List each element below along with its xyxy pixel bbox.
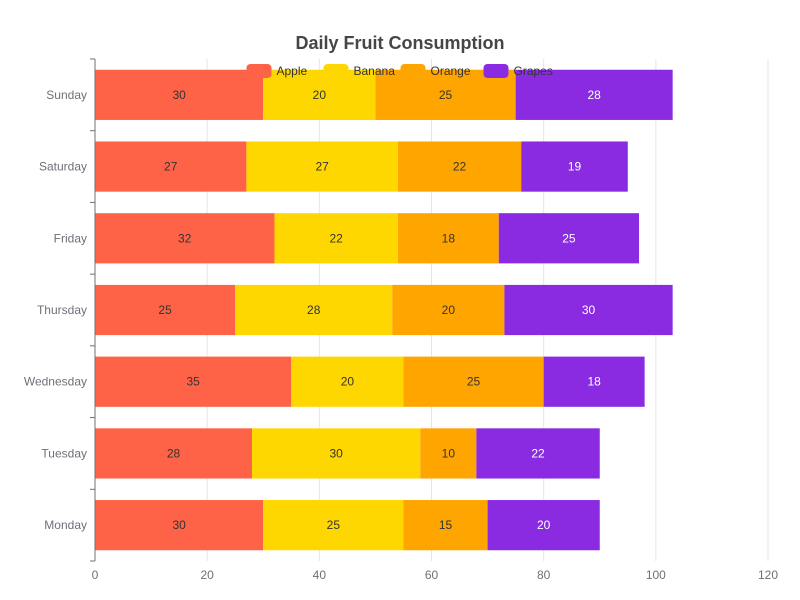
bar-banana-sunday[interactable] — [263, 69, 376, 120]
bar-apple-tuesday[interactable] — [95, 428, 253, 479]
data-label-banana-tuesday: 30 — [329, 446, 343, 460]
bar-grapes-saturday[interactable] — [521, 141, 628, 192]
legend-label-apple: Apple — [277, 64, 308, 78]
bar-orange-wednesday[interactable] — [403, 356, 544, 407]
y-tick-label-monday: Monday — [44, 518, 87, 532]
data-label-apple-tuesday: 28 — [167, 446, 181, 460]
data-label-apple-sunday: 30 — [172, 88, 186, 102]
legend-item-apple[interactable]: Apple — [246, 64, 308, 78]
bar-orange-tuesday[interactable] — [420, 428, 477, 479]
data-label-orange-thursday: 20 — [442, 303, 456, 317]
data-label-grapes-saturday: 19 — [568, 160, 582, 174]
data-label-orange-sunday: 25 — [439, 88, 453, 102]
y-tick-label-saturday: Saturday — [39, 160, 87, 174]
bar-orange-friday[interactable] — [397, 213, 499, 264]
data-label-banana-friday: 22 — [329, 231, 343, 245]
data-label-grapes-wednesday: 18 — [587, 375, 601, 389]
bar-banana-saturday[interactable] — [246, 141, 398, 192]
bar-apple-sunday[interactable] — [95, 69, 264, 120]
data-label-orange-wednesday: 25 — [467, 375, 481, 389]
data-label-grapes-monday: 20 — [537, 518, 551, 532]
data-label-grapes-friday: 25 — [562, 231, 576, 245]
legend-swatch-apple — [246, 64, 272, 78]
bar-orange-sunday[interactable] — [375, 69, 516, 120]
data-label-grapes-thursday: 30 — [582, 303, 596, 317]
bar-apple-monday[interactable] — [95, 500, 264, 551]
data-label-banana-wednesday: 20 — [341, 375, 355, 389]
bar-orange-monday[interactable] — [403, 500, 488, 551]
y-tick-label-wednesday: Wednesday — [24, 375, 87, 389]
bar-grapes-sunday[interactable] — [515, 69, 673, 120]
bar-apple-saturday[interactable] — [95, 141, 247, 192]
bar-banana-monday[interactable] — [263, 500, 404, 551]
data-label-banana-monday: 25 — [327, 518, 341, 532]
x-tick-label-80: 80 — [537, 568, 551, 582]
legend-item-grapes[interactable]: Grapes — [483, 64, 553, 78]
bar-banana-wednesday[interactable] — [291, 356, 404, 407]
bar-grapes-thursday[interactable] — [504, 284, 673, 336]
x-tick-label-100: 100 — [646, 568, 666, 582]
legend: Apple Banana Orange Grapes — [246, 64, 553, 78]
y-tick-label-thursday: Thursday — [37, 303, 87, 317]
data-label-apple-monday: 30 — [172, 518, 186, 532]
bar-orange-saturday[interactable] — [397, 141, 522, 192]
legend-swatch-orange — [400, 64, 426, 78]
bar-apple-thursday[interactable] — [95, 284, 236, 336]
data-label-grapes-tuesday: 22 — [531, 446, 545, 460]
bar-apple-friday[interactable] — [95, 213, 275, 264]
bar-banana-friday[interactable] — [274, 213, 398, 264]
legend-swatch-grapes — [483, 64, 509, 78]
bar-grapes-friday[interactable] — [498, 213, 640, 264]
legend-label-banana: Banana — [354, 64, 396, 78]
y-tick-label-tuesday: Tuesday — [41, 446, 87, 460]
chart-title: Daily Fruit Consumption — [296, 33, 505, 53]
legend-label-grapes: Grapes — [514, 64, 553, 78]
bar-banana-tuesday[interactable] — [252, 428, 421, 479]
bar-grapes-wednesday[interactable] — [543, 356, 645, 407]
data-label-banana-thursday: 28 — [307, 303, 321, 317]
legend-item-orange[interactable]: Orange — [400, 64, 471, 78]
axes: 0 20 40 60 80 100 120 Monday Tuesday Wednesday Thu… — [24, 58, 778, 582]
data-label-banana-sunday: 20 — [313, 88, 327, 102]
bar-layer: 30 25 15 20 28 30 10 22 35 20 25 18 25 28 20 30 32 22 18 25… — [95, 69, 673, 551]
x-tick-label-40: 40 — [313, 568, 327, 582]
legend-label-orange: Orange — [431, 64, 471, 78]
data-label-orange-tuesday: 10 — [442, 446, 456, 460]
y-tick-label-friday: Friday — [54, 231, 87, 245]
bar-orange-thursday[interactable] — [392, 284, 505, 336]
y-tick-label-sunday: Sunday — [46, 88, 87, 102]
data-label-grapes-sunday: 28 — [587, 88, 601, 102]
data-label-orange-saturday: 22 — [453, 160, 467, 174]
x-tick-label-120: 120 — [758, 568, 778, 582]
x-tick-label-20: 20 — [200, 568, 214, 582]
x-tick-label-60: 60 — [425, 568, 439, 582]
data-label-apple-friday: 32 — [178, 231, 192, 245]
bar-grapes-tuesday[interactable] — [476, 428, 600, 479]
x-tick-label-0: 0 — [92, 568, 99, 582]
data-label-apple-wednesday: 35 — [186, 375, 200, 389]
bar-apple-wednesday[interactable] — [95, 356, 292, 407]
legend-swatch-banana — [323, 64, 349, 78]
data-label-apple-saturday: 27 — [164, 160, 178, 174]
bar-banana-thursday[interactable] — [235, 284, 393, 336]
data-label-apple-thursday: 25 — [158, 303, 172, 317]
legend-item-banana[interactable]: Banana — [323, 64, 396, 78]
data-label-banana-saturday: 27 — [315, 160, 329, 174]
data-label-orange-friday: 18 — [442, 231, 456, 245]
data-label-orange-monday: 15 — [439, 518, 453, 532]
bar-grapes-monday[interactable] — [487, 500, 600, 551]
